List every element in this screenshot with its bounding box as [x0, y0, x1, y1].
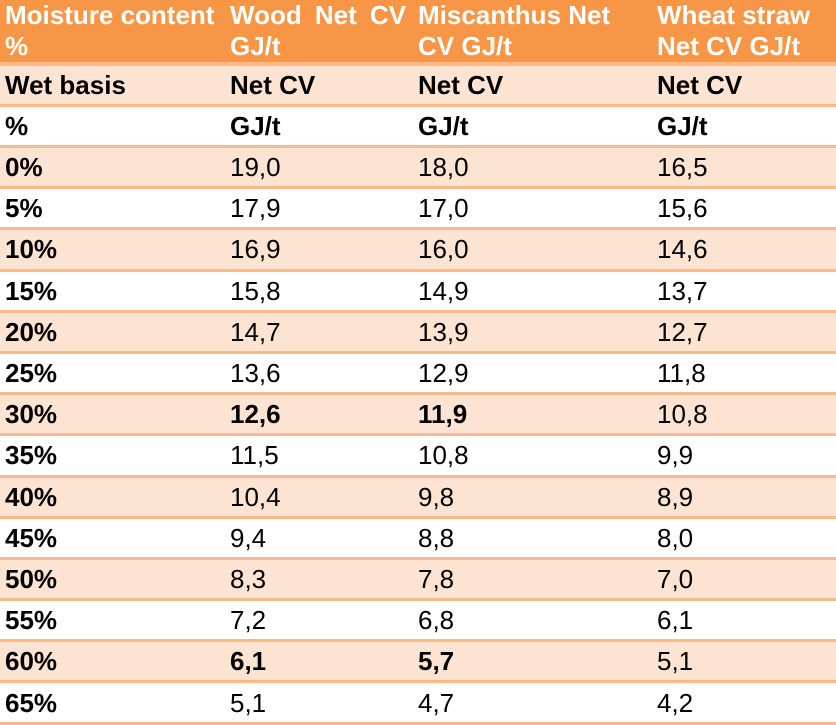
value-cell: 6,8 [406, 599, 645, 643]
subheader-cell: Net CV [218, 64, 406, 107]
value-cell: 14,6 [645, 228, 836, 272]
value-cell: 17,9 [218, 187, 406, 231]
value-cell: 11,8 [645, 352, 836, 396]
table-row: 35% 11,5 10,8 9,9 [0, 434, 836, 478]
value-cell: 5,7 [406, 640, 645, 684]
header-wood: Wood Net CV GJ/t [218, 0, 406, 66]
table-row: 55% 7,2 6,8 6,1 [0, 599, 836, 643]
value-cell: 17,0 [406, 187, 645, 231]
moisture-cell: 55% [0, 599, 218, 643]
value-cell: 13,7 [645, 270, 836, 313]
value-cell: 8,3 [218, 558, 406, 602]
value-cell: 9,4 [218, 517, 406, 560]
subheader-row-units: % GJ/t GJ/t GJ/t [0, 105, 836, 148]
moisture-cell: 0% [0, 146, 218, 190]
subheader-cell: GJ/t [406, 105, 645, 148]
moisture-cell: 45% [0, 517, 218, 560]
moisture-cell: 60% [0, 640, 218, 684]
moisture-cell: 30% [0, 393, 218, 437]
subheader-cell: Wet basis [0, 64, 218, 107]
value-cell: 10,4 [218, 476, 406, 519]
table-row: 40% 10,4 9,8 8,9 [0, 476, 836, 519]
table-row: 30% 12,6 11,9 10,8 [0, 393, 836, 437]
value-cell: 8,9 [645, 476, 836, 519]
value-cell: 14,9 [406, 270, 645, 313]
value-cell: 12,6 [218, 393, 406, 437]
moisture-cell: 25% [0, 352, 218, 396]
table-row: 50% 8,3 7,8 7,0 [0, 558, 836, 602]
table-row: 15% 15,8 14,9 13,7 [0, 270, 836, 313]
moisture-cell: 65% [0, 681, 218, 725]
value-cell: 11,5 [218, 434, 406, 478]
table-row: 25% 13,6 12,9 11,8 [0, 352, 836, 396]
value-cell: 4,2 [645, 681, 836, 725]
value-cell: 10,8 [406, 434, 645, 478]
value-cell: 12,9 [406, 352, 645, 396]
header-moisture: Moisture content % [0, 0, 218, 66]
table-row: 65% 5,1 4,7 4,2 [0, 681, 836, 725]
value-cell: 19,0 [218, 146, 406, 190]
value-cell: 15,8 [218, 270, 406, 313]
value-cell: 8,8 [406, 517, 645, 560]
moisture-cell: 15% [0, 270, 218, 313]
moisture-cell: 40% [0, 476, 218, 519]
value-cell: 4,7 [406, 681, 645, 725]
moisture-cell: 20% [0, 311, 218, 354]
header-row: Moisture content % Wood Net CV GJ/t Misc… [0, 0, 836, 66]
value-cell: 5,1 [218, 681, 406, 725]
value-cell: 6,1 [645, 599, 836, 643]
table-row: 0% 19,0 18,0 16,5 [0, 146, 836, 190]
header-wheat-straw: Wheat straw Net CV GJ/t [645, 0, 836, 66]
value-cell: 14,7 [218, 311, 406, 354]
value-cell: 9,8 [406, 476, 645, 519]
value-cell: 13,6 [218, 352, 406, 396]
table-row: 10% 16,9 16,0 14,6 [0, 228, 836, 272]
value-cell: 11,9 [406, 393, 645, 437]
header-miscanthus: Miscanthus Net CV GJ/t [406, 0, 645, 66]
value-cell: 5,1 [645, 640, 836, 684]
subheader-row-basis: Wet basis Net CV Net CV Net CV [0, 64, 836, 107]
value-cell: 15,6 [645, 187, 836, 231]
table-row: 60% 6,1 5,7 5,1 [0, 640, 836, 684]
value-cell: 7,0 [645, 558, 836, 602]
moisture-cell: 5% [0, 187, 218, 231]
value-cell: 7,8 [406, 558, 645, 602]
value-cell: 18,0 [406, 146, 645, 190]
table-row: 20% 14,7 13,9 12,7 [0, 311, 836, 354]
moisture-cell: 10% [0, 228, 218, 272]
subheader-cell: GJ/t [218, 105, 406, 148]
value-cell: 8,0 [645, 517, 836, 560]
value-cell: 16,0 [406, 228, 645, 272]
value-cell: 9,9 [645, 434, 836, 478]
subheader-cell: Net CV [406, 64, 645, 107]
subheader-cell: GJ/t [645, 105, 836, 148]
subheader-cell: Net CV [645, 64, 836, 107]
value-cell: 16,9 [218, 228, 406, 272]
moisture-cell: 50% [0, 558, 218, 602]
value-cell: 12,7 [645, 311, 836, 354]
subheader-cell: % [0, 105, 218, 148]
moisture-cell: 35% [0, 434, 218, 478]
table-row: 5% 17,9 17,0 15,6 [0, 187, 836, 231]
value-cell: 13,9 [406, 311, 645, 354]
value-cell: 7,2 [218, 599, 406, 643]
value-cell: 10,8 [645, 393, 836, 437]
value-cell: 16,5 [645, 146, 836, 190]
value-cell: 6,1 [218, 640, 406, 684]
table-row: 45% 9,4 8,8 8,0 [0, 517, 836, 560]
